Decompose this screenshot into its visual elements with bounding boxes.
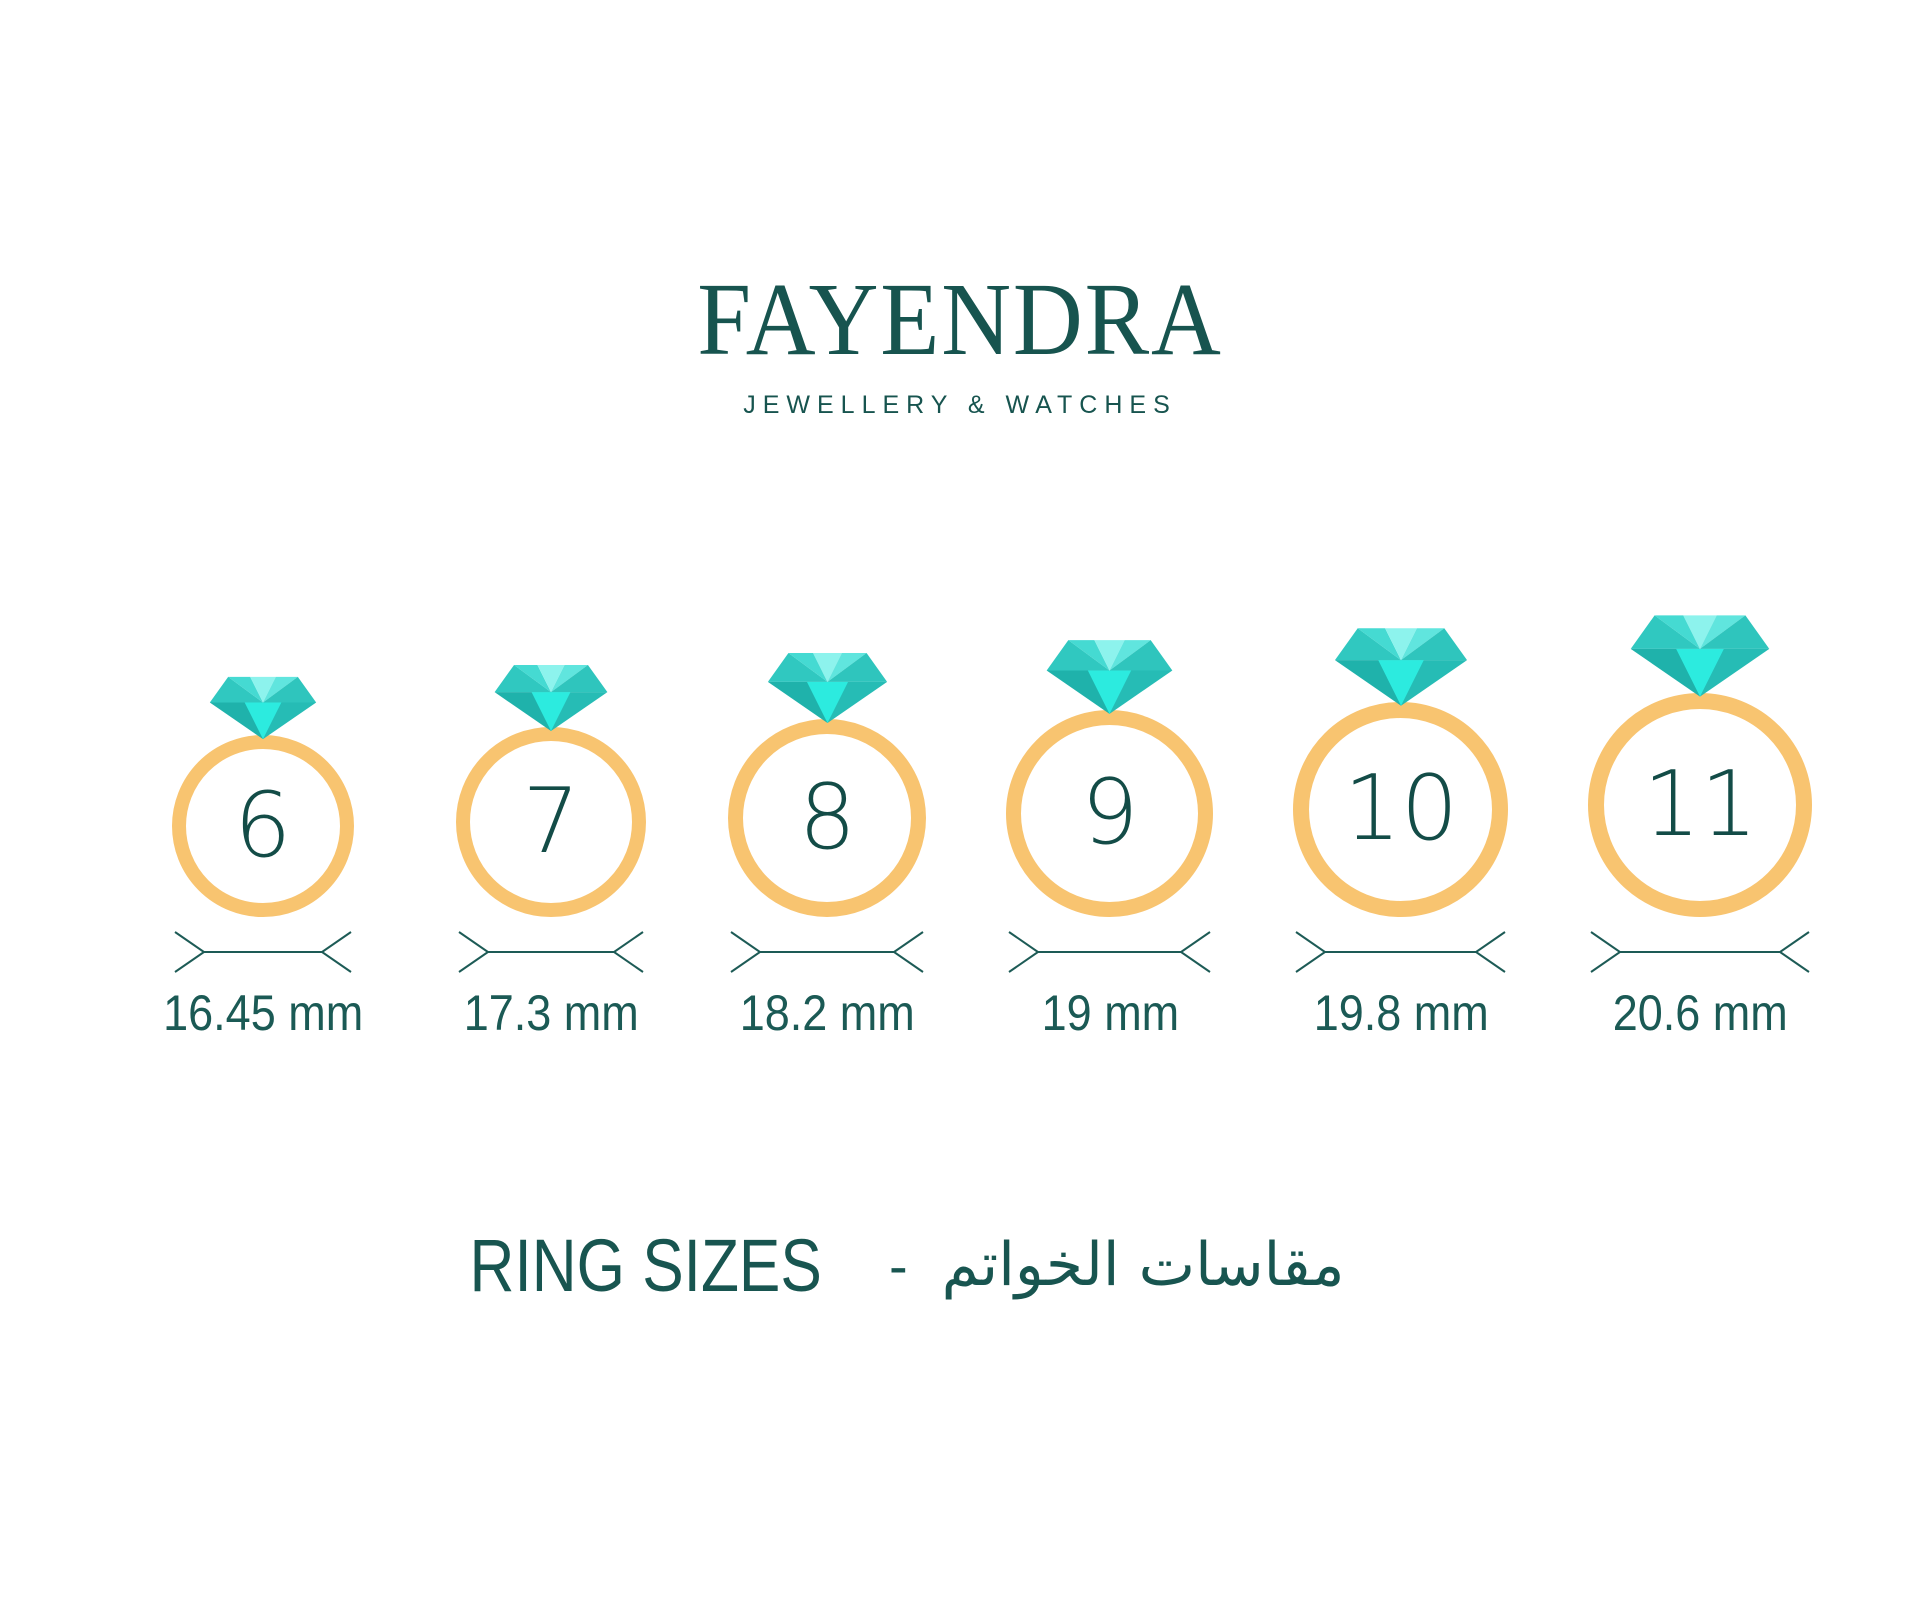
ring-size-number: 6 (234, 772, 292, 878)
ring-band: 6 (171, 734, 354, 917)
ring-diameter-label: 18.2 mm (739, 984, 915, 1041)
ring-size-number: 8 (798, 764, 857, 870)
diamond-icon (1047, 639, 1173, 714)
diamond-icon (1334, 627, 1467, 706)
ring-item: 11 20.6 mm (1588, 613, 1813, 1041)
ring-size-number: 10 (1343, 756, 1459, 861)
diamond-icon (767, 652, 888, 723)
ring-size-number: 11 (1643, 751, 1758, 857)
ring-item: 8 18.2 mm (728, 651, 927, 1041)
diameter-dimension-line (174, 930, 352, 973)
diameter-dimension-line (1008, 930, 1211, 973)
diamond-icon (494, 664, 608, 731)
diamond-icon (1631, 614, 1770, 697)
diameter-dimension-line (458, 930, 644, 973)
ring-item: 9 19 mm (1006, 638, 1214, 1041)
diameter-dimension-line (730, 930, 924, 973)
ring-diameter-label: 16.45 mm (162, 984, 363, 1041)
ring-size-number: 7 (522, 768, 580, 874)
title-english: RING SIZES (469, 1223, 822, 1307)
ring-item: 7 17.3 mm (454, 663, 649, 1041)
diameter-dimension-line (1590, 930, 1810, 973)
ring-diameter-label: 20.6 mm (1612, 984, 1788, 1041)
ring-band: 11 (1588, 692, 1813, 917)
footer-title: RING SIZES - مقاسات الخواتم (0, 1223, 1850, 1308)
title-separator: - (888, 1233, 908, 1297)
rings-row: 6 16.45 mm 7 17.3 mm (22, 613, 1920, 1041)
ring-band: 7 (456, 726, 647, 917)
diamond-icon (209, 676, 316, 739)
brand-logo: FAYENDRA (697, 262, 1223, 377)
ring-item: 10 19.8 mm (1293, 626, 1509, 1041)
brand-tagline: JEWELLERY & WATCHES (743, 391, 1177, 419)
ring-band: 10 (1293, 701, 1509, 917)
ring-size-number: 9 (1081, 760, 1139, 865)
brand-header: FAYENDRA JEWELLERY & WATCHES (0, 0, 1920, 420)
ring-band: 9 (1006, 709, 1214, 917)
title-arabic: مقاسات الخواتم (941, 1230, 1345, 1300)
ring-diameter-label: 17.3 mm (463, 984, 639, 1041)
ring-band: 8 (728, 718, 927, 917)
ring-item: 6 16.45 mm (152, 675, 374, 1041)
ring-diameter-label: 19 mm (1041, 984, 1179, 1041)
ring-diameter-label: 19.8 mm (1313, 984, 1489, 1041)
diameter-dimension-line (1295, 930, 1506, 973)
